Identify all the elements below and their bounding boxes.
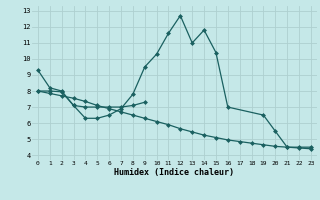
- X-axis label: Humidex (Indice chaleur): Humidex (Indice chaleur): [115, 168, 234, 177]
